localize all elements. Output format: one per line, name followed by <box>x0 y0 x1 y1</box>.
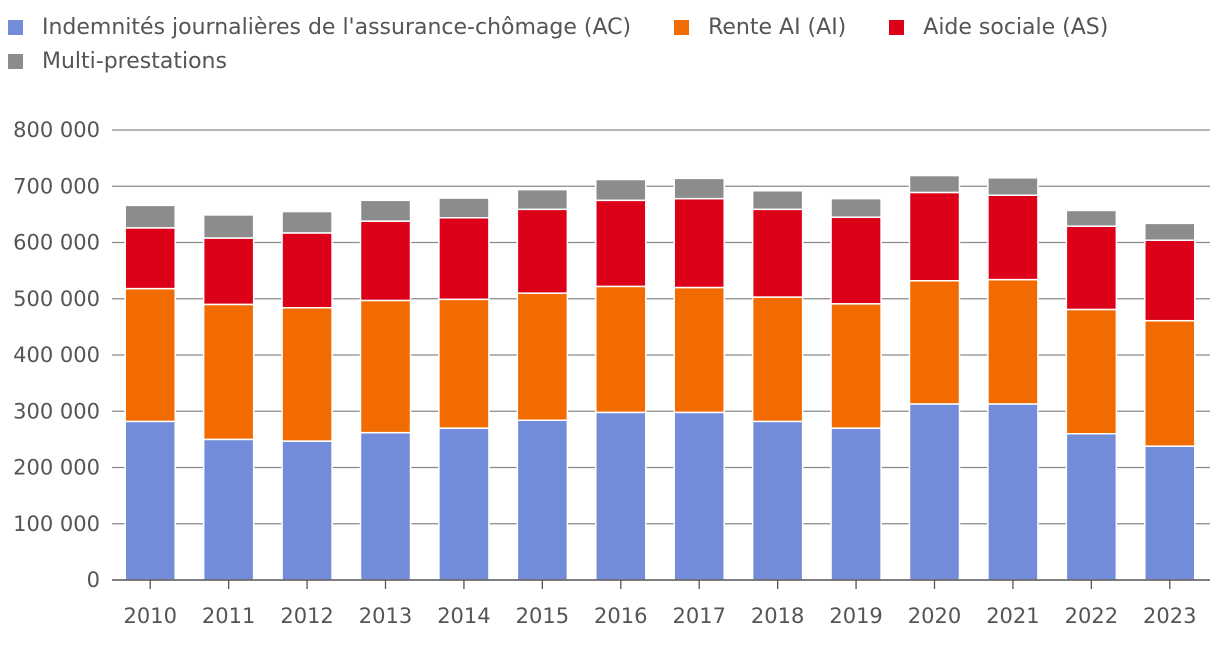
bar-2023-series-2[interactable] <box>1144 239 1196 322</box>
bar-2019-series-1[interactable] <box>830 303 882 429</box>
bar-2016-series-2[interactable] <box>595 199 647 288</box>
legend: Indemnités journalières de l'assurance-c… <box>8 10 1208 78</box>
bar-2023-series-0[interactable] <box>1144 445 1196 581</box>
legend-label-as: Aide sociale (AS) <box>923 14 1109 40</box>
bar-2015-series-2[interactable] <box>516 208 569 294</box>
bar-2020-series-3[interactable] <box>908 174 961 194</box>
y-tick-label-6: 600 000 <box>13 231 100 255</box>
bar-2012-series-3[interactable] <box>281 210 333 234</box>
x-tick-label-2014: 2014 <box>437 604 490 628</box>
y-tick-label-3: 300 000 <box>13 399 100 423</box>
bar-2011-series-1[interactable] <box>202 303 255 441</box>
y-tick-label-7: 700 000 <box>13 174 100 198</box>
bar-2020-series-2[interactable] <box>908 191 961 282</box>
y-tick-label-0: 0 <box>87 568 100 592</box>
bar-2010-series-1[interactable] <box>124 287 176 423</box>
y-tick-label-5: 500 000 <box>13 287 100 311</box>
y-tick-label-1: 100 000 <box>13 512 100 536</box>
y-tick-label-4: 400 000 <box>13 343 100 367</box>
bar-2022-series-1[interactable] <box>1065 308 1118 435</box>
bar-2011-series-3[interactable] <box>202 214 255 239</box>
x-tick-label-2019: 2019 <box>829 604 882 628</box>
x-tick-label-2015: 2015 <box>516 604 569 628</box>
legend-swatch-ac <box>8 19 23 35</box>
bar-2013-series-0[interactable] <box>359 431 412 581</box>
bar-2016-series-3[interactable] <box>595 178 647 202</box>
bar-2011-series-2[interactable] <box>202 237 255 306</box>
bar-2015-series-3[interactable] <box>516 188 569 211</box>
x-tick-label-2018: 2018 <box>751 604 804 628</box>
y-tick-label-2: 200 000 <box>13 456 100 480</box>
bar-2012-series-0[interactable] <box>281 440 333 581</box>
bar-2015-series-1[interactable] <box>516 292 569 421</box>
x-tick-label-2012: 2012 <box>280 604 333 628</box>
bar-2010-series-0[interactable] <box>124 420 176 581</box>
bar-2019-series-0[interactable] <box>830 427 882 581</box>
bar-2014-series-1[interactable] <box>438 298 490 429</box>
legend-item-multi[interactable]: Multi-prestations <box>8 44 227 78</box>
legend-swatch-multi <box>8 53 23 69</box>
legend-label-ai: Rente AI (AI) <box>708 14 847 40</box>
x-tick-label-2011: 2011 <box>202 604 255 628</box>
bar-2019-series-2[interactable] <box>830 216 882 305</box>
legend-item-as[interactable]: Aide sociale (AS) <box>889 10 1108 44</box>
bar-2013-series-2[interactable] <box>359 220 412 302</box>
bar-2011-series-0[interactable] <box>202 438 255 581</box>
legend-label-ac: Indemnités journalières de l'assurance-c… <box>42 14 632 40</box>
bar-2022-series-3[interactable] <box>1065 209 1118 227</box>
bar-2017-series-2[interactable] <box>673 197 725 289</box>
legend-item-ai[interactable]: Rente AI (AI) <box>674 10 846 44</box>
x-tick-label-2022: 2022 <box>1065 604 1118 628</box>
bar-2021-series-1[interactable] <box>987 278 1039 405</box>
axes: 0 100 000 200 000 300 000 400 000 500 000 600 … <box>13 118 1210 628</box>
x-tick-label-2017: 2017 <box>672 604 725 628</box>
x-tick-label-2020: 2020 <box>908 604 961 628</box>
bar-2021-series-3[interactable] <box>987 177 1039 196</box>
bar-2013-series-3[interactable] <box>359 199 412 222</box>
bar-2019-series-3[interactable] <box>830 197 882 218</box>
bar-2020-series-1[interactable] <box>908 280 961 405</box>
grid-lines <box>112 129 1210 525</box>
x-tick-label-2023: 2023 <box>1143 604 1196 628</box>
bar-2021-series-2[interactable] <box>987 194 1039 281</box>
bar-2022-series-2[interactable] <box>1065 225 1118 311</box>
bar-2018-series-0[interactable] <box>751 420 804 581</box>
bar-2013-series-1[interactable] <box>359 299 412 434</box>
bar-2012-series-2[interactable] <box>281 232 333 309</box>
bar-2010-series-2[interactable] <box>124 227 176 290</box>
x-tick-label-2021: 2021 <box>986 604 1039 628</box>
bar-2020-series-0[interactable] <box>908 403 961 581</box>
bar-2018-series-2[interactable] <box>751 208 804 298</box>
bar-2018-series-3[interactable] <box>751 190 804 211</box>
bar-2014-series-3[interactable] <box>438 197 490 219</box>
bar-2016-series-0[interactable] <box>595 411 647 581</box>
bars <box>124 174 1196 581</box>
bar-2014-series-2[interactable] <box>438 217 490 301</box>
bar-2023-series-3[interactable] <box>1144 222 1196 241</box>
bar-2022-series-0[interactable] <box>1065 433 1118 581</box>
bar-2023-series-1[interactable] <box>1144 319 1196 447</box>
y-tick-label-8: 800 000 <box>13 118 100 142</box>
bar-2021-series-0[interactable] <box>987 403 1039 581</box>
bar-2014-series-0[interactable] <box>438 427 490 581</box>
bar-2012-series-1[interactable] <box>281 307 333 442</box>
x-tick-label-2010: 2010 <box>123 604 176 628</box>
bar-2017-series-0[interactable] <box>673 411 725 581</box>
legend-swatch-as <box>889 19 905 35</box>
bar-2016-series-1[interactable] <box>595 285 647 414</box>
bar-2015-series-0[interactable] <box>516 419 569 581</box>
legend-item-ac[interactable]: Indemnités journalières de l'assurance-c… <box>8 10 631 44</box>
x-tick-label-2013: 2013 <box>359 604 412 628</box>
x-tick-label-2016: 2016 <box>594 604 647 628</box>
bar-2017-series-1[interactable] <box>673 286 725 414</box>
bar-2018-series-1[interactable] <box>751 296 804 423</box>
bar-2017-series-3[interactable] <box>673 177 725 200</box>
bar-2010-series-3[interactable] <box>124 204 176 229</box>
legend-label-multi: Multi-prestations <box>42 48 227 74</box>
legend-swatch-ai <box>674 19 690 35</box>
